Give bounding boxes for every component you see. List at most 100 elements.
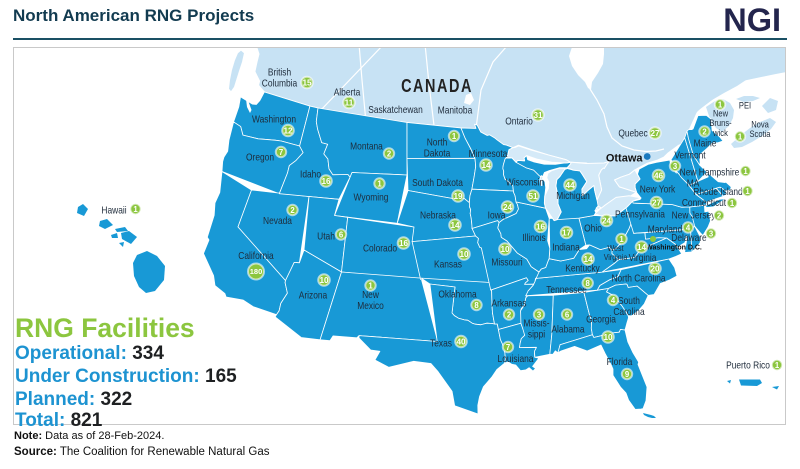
svg-text:51: 51 — [528, 192, 538, 201]
svg-text:2: 2 — [507, 310, 512, 319]
svg-text:Missis-: Missis- — [523, 318, 549, 329]
svg-text:3: 3 — [537, 310, 542, 319]
svg-text:7: 7 — [279, 148, 283, 157]
svg-text:Oklahoma: Oklahoma — [438, 289, 477, 300]
svg-text:14: 14 — [450, 221, 460, 230]
svg-text:9: 9 — [625, 370, 630, 379]
svg-text:Washington D.C.: Washington D.C. — [646, 245, 702, 252]
svg-text:1: 1 — [619, 235, 624, 244]
svg-text:Arkansas: Arkansas — [492, 298, 527, 309]
svg-text:1: 1 — [743, 167, 748, 176]
svg-text:British: British — [268, 67, 291, 78]
svg-text:8: 8 — [586, 279, 591, 288]
svg-text:31: 31 — [533, 111, 543, 120]
svg-text:12: 12 — [283, 127, 293, 136]
svg-text:1: 1 — [133, 205, 138, 214]
svg-text:16: 16 — [321, 177, 331, 186]
svg-text:Idaho: Idaho — [300, 169, 321, 180]
svg-text:14: 14 — [637, 243, 647, 252]
svg-text:Colorado: Colorado — [363, 243, 397, 254]
svg-text:Maine: Maine — [694, 138, 717, 149]
svg-text:Wyoming: Wyoming — [354, 192, 389, 203]
svg-text:Carolina: Carolina — [613, 306, 645, 317]
svg-text:New Hampshire: New Hampshire — [680, 167, 740, 178]
svg-text:Minnesota: Minnesota — [469, 148, 508, 159]
svg-text:CANADA: CANADA — [401, 75, 473, 96]
svg-text:Kentucky: Kentucky — [565, 263, 600, 274]
svg-text:sippi: sippi — [528, 329, 545, 340]
svg-text:Alabama: Alabama — [551, 324, 585, 335]
svg-text:Virginia: Virginia — [604, 253, 628, 263]
svg-text:10: 10 — [319, 276, 329, 285]
svg-text:Ontario: Ontario — [505, 116, 533, 127]
svg-text:24: 24 — [602, 217, 612, 226]
svg-text:New: New — [362, 289, 379, 300]
svg-text:Oregon: Oregon — [246, 152, 274, 163]
svg-text:Nebraska: Nebraska — [420, 210, 457, 221]
svg-text:Georgia: Georgia — [586, 314, 617, 325]
svg-text:4: 4 — [686, 223, 691, 232]
svg-text:7: 7 — [506, 343, 510, 352]
svg-text:Michigan: Michigan — [556, 190, 590, 201]
svg-text:Virginia: Virginia — [629, 252, 658, 263]
svg-text:South: South — [618, 295, 640, 306]
svg-text:New Jersey: New Jersey — [672, 210, 716, 221]
svg-text:Nova: Nova — [751, 119, 769, 130]
svg-text:40: 40 — [456, 338, 466, 347]
svg-text:3: 3 — [673, 162, 678, 171]
svg-text:2: 2 — [387, 149, 392, 158]
svg-text:2: 2 — [702, 127, 707, 136]
svg-text:15: 15 — [302, 79, 312, 88]
svg-text:Hawaii: Hawaii — [101, 205, 126, 216]
svg-text:New: New — [713, 108, 729, 119]
svg-text:Illinois: Illinois — [522, 232, 546, 243]
svg-text:1: 1 — [368, 281, 373, 290]
svg-text:Indiana: Indiana — [552, 242, 580, 253]
svg-text:North Carolina: North Carolina — [611, 273, 666, 284]
svg-text:46: 46 — [654, 172, 664, 181]
svg-text:1: 1 — [738, 132, 743, 141]
svg-text:20: 20 — [650, 265, 660, 274]
svg-text:1: 1 — [452, 132, 457, 141]
svg-text:17: 17 — [562, 229, 572, 238]
svg-text:14: 14 — [481, 161, 491, 170]
svg-text:4: 4 — [611, 296, 616, 305]
svg-text:PEI: PEI — [739, 100, 751, 111]
svg-text:Maryland: Maryland — [648, 224, 682, 235]
svg-text:Rhode Island: Rhode Island — [693, 186, 742, 197]
svg-text:3: 3 — [709, 229, 714, 238]
svg-text:wick: wick — [712, 127, 728, 138]
svg-text:Connecticut: Connecticut — [682, 197, 727, 208]
svg-text:North: North — [427, 137, 448, 148]
svg-text:1: 1 — [718, 100, 723, 109]
svg-text:Montana: Montana — [350, 141, 383, 152]
svg-text:1: 1 — [775, 361, 780, 370]
svg-text:6: 6 — [565, 310, 570, 319]
svg-text:Florida: Florida — [607, 356, 633, 367]
svg-text:Wisconsin: Wisconsin — [506, 177, 544, 188]
svg-text:180: 180 — [250, 267, 263, 276]
svg-text:Delaware: Delaware — [671, 232, 706, 243]
svg-text:1: 1 — [745, 187, 750, 196]
svg-text:6: 6 — [339, 230, 344, 239]
svg-text:2: 2 — [717, 211, 722, 220]
svg-text:Vermont: Vermont — [674, 150, 706, 161]
svg-text:Texas: Texas — [430, 338, 452, 349]
svg-text:Saskatchewan: Saskatchewan — [368, 104, 423, 115]
svg-text:Kansas: Kansas — [434, 259, 462, 270]
svg-text:West: West — [607, 243, 624, 253]
svg-text:Missouri: Missouri — [491, 257, 522, 268]
svg-text:10: 10 — [603, 333, 613, 342]
svg-text:19: 19 — [453, 192, 463, 201]
svg-text:14: 14 — [583, 255, 593, 264]
svg-text:16: 16 — [399, 239, 409, 248]
svg-text:1: 1 — [377, 179, 382, 188]
svg-text:10: 10 — [500, 245, 510, 254]
svg-text:Puerto Rico: Puerto Rico — [726, 360, 770, 371]
svg-text:1: 1 — [730, 199, 735, 208]
svg-text:MA: MA — [687, 178, 700, 189]
svg-text:11: 11 — [345, 99, 354, 108]
svg-text:Arizona: Arizona — [299, 290, 328, 301]
svg-text:Dakota: Dakota — [424, 148, 451, 159]
svg-text:Mexico: Mexico — [357, 300, 384, 311]
